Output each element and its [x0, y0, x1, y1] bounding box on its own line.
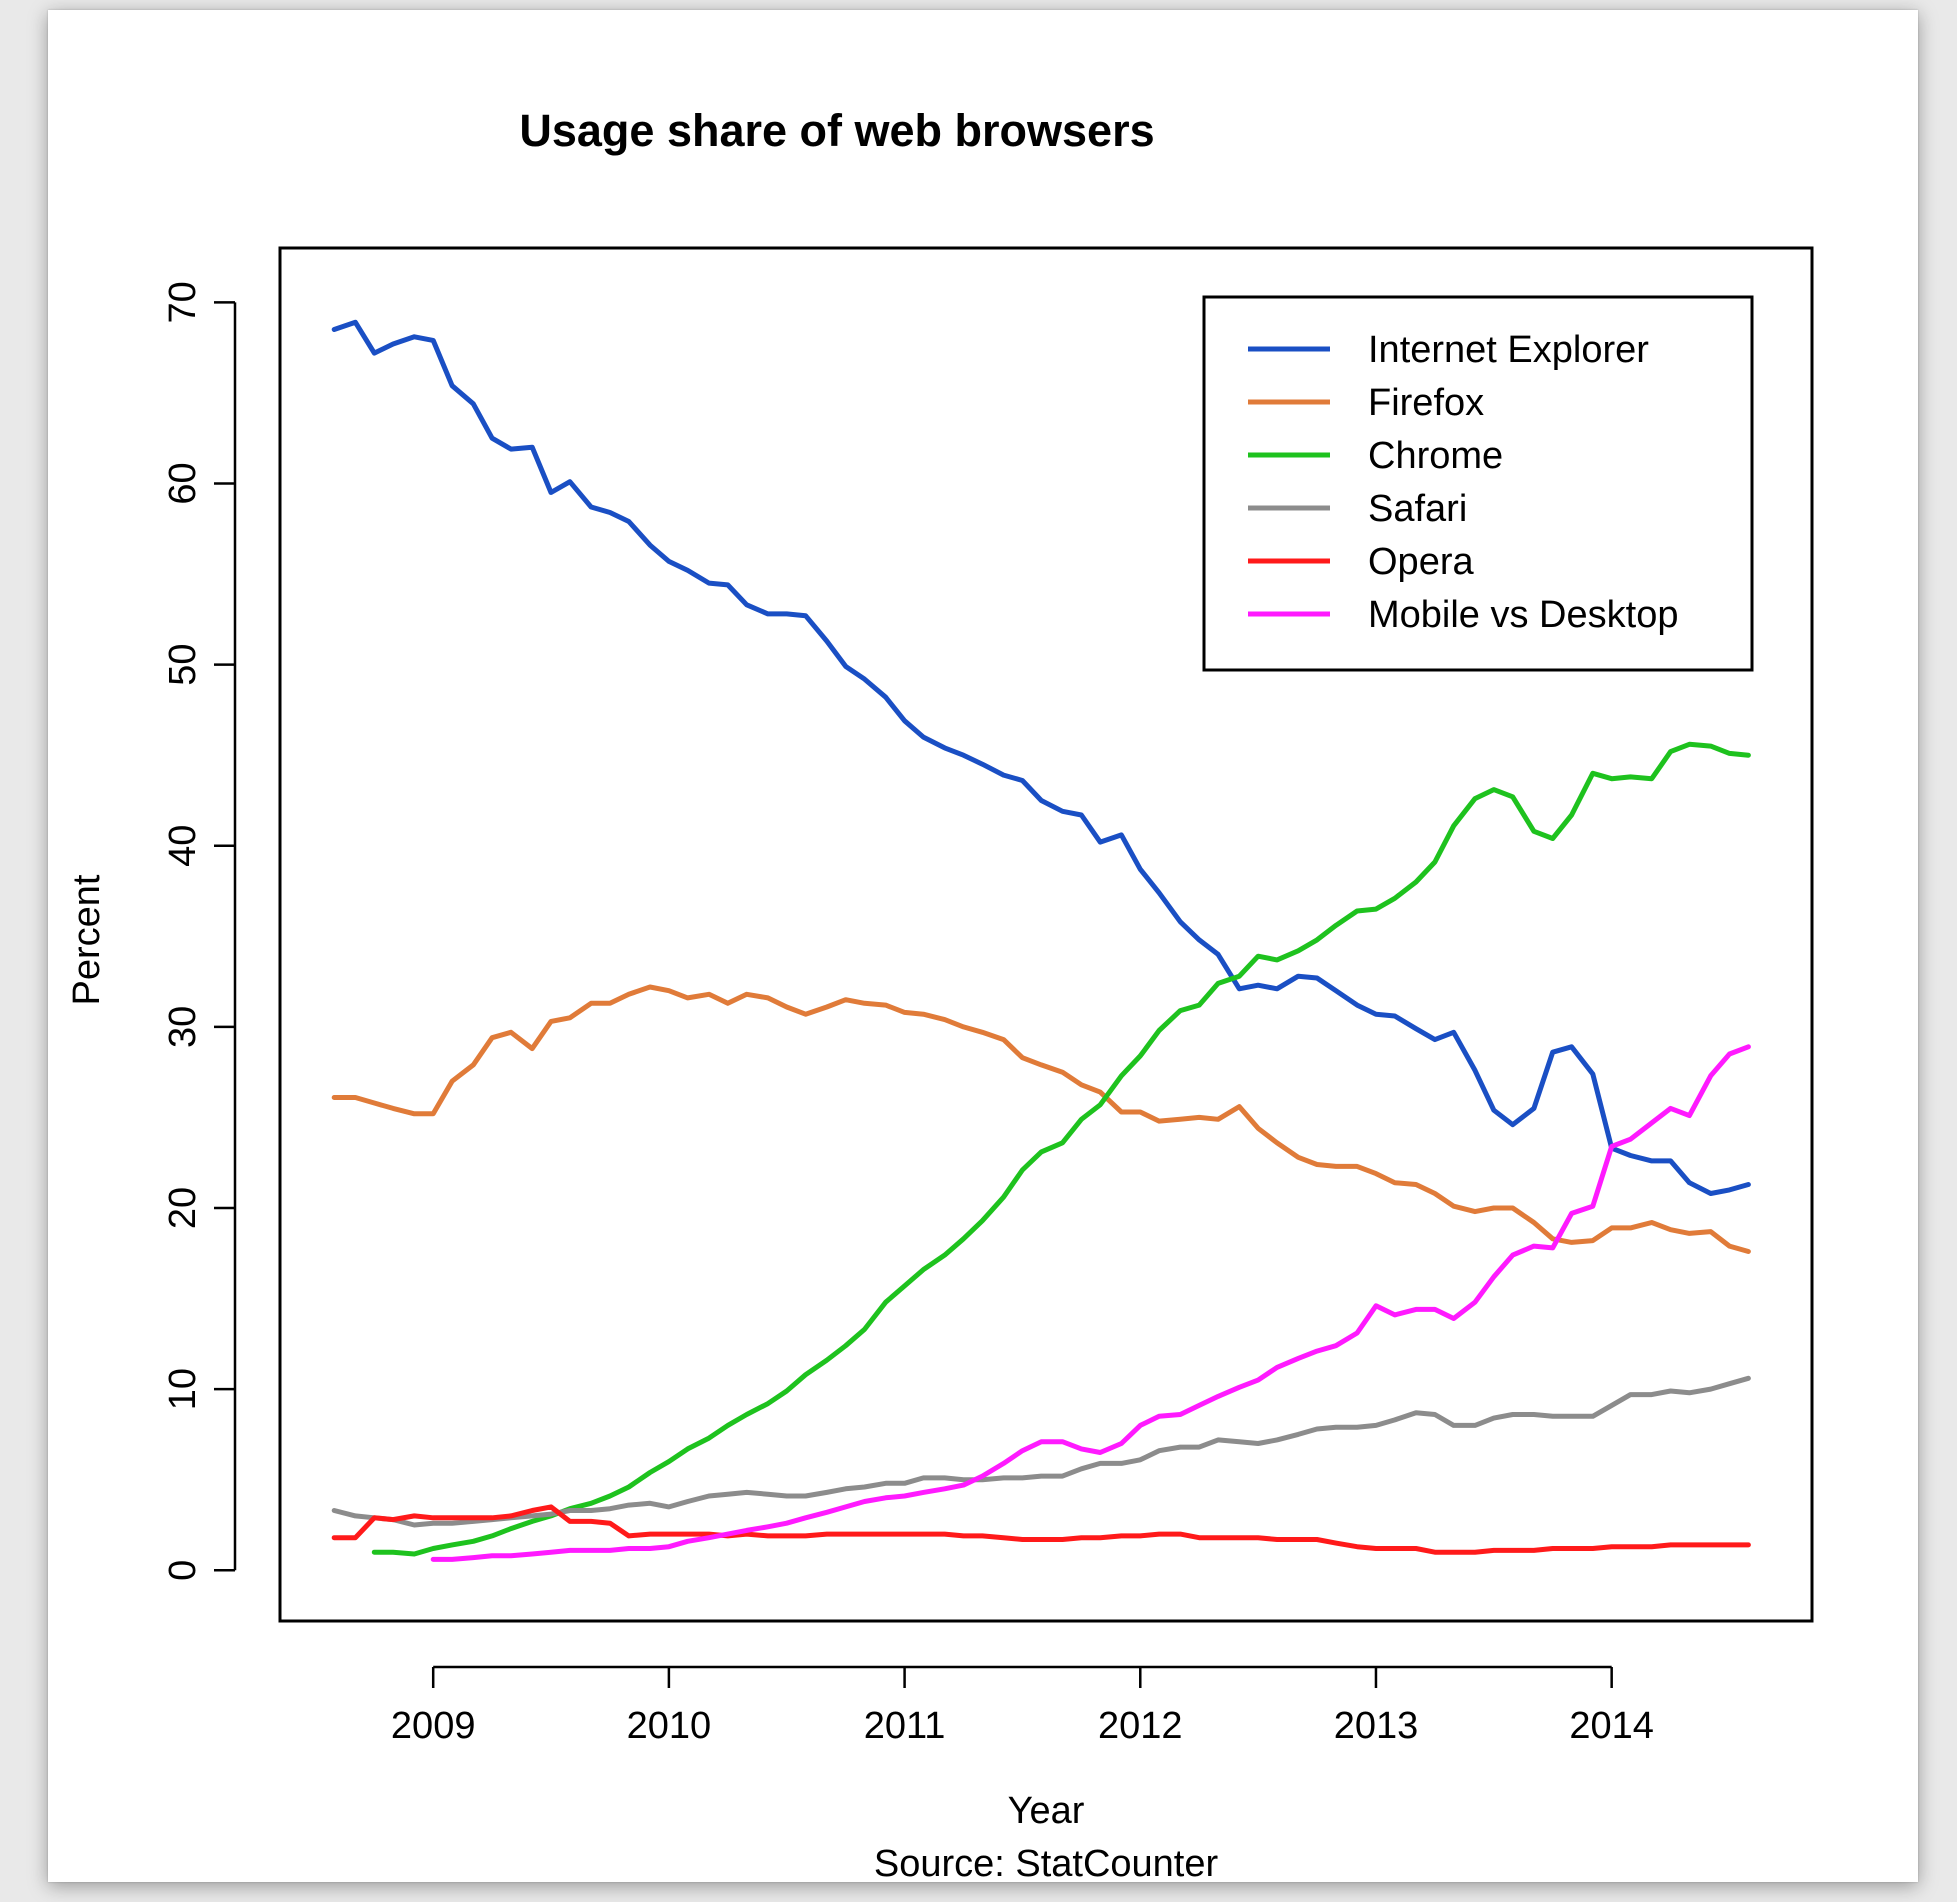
legend-label: Mobile vs Desktop [1368, 594, 1678, 636]
y-tick-label: 70 [162, 281, 204, 323]
y-tick-label: 40 [162, 825, 204, 867]
legend-label: Opera [1368, 541, 1474, 583]
y-tick-label: 0 [162, 1560, 204, 1581]
series-line-5 [331, 1504, 1751, 1555]
x-tick-label: 2012 [1098, 1705, 1183, 1747]
x-tick-label: 2011 [864, 1705, 946, 1747]
legend-box [1202, 295, 1754, 672]
y-tick-label: 30 [162, 1006, 204, 1048]
legend-label: Chrome [1368, 435, 1503, 477]
x-tick-label: 2010 [627, 1705, 712, 1747]
x-axis-label: Year [1008, 1790, 1085, 1832]
x-axis: 2009 2010 2011 2012 2013 2014 [391, 1665, 1654, 1747]
chart-card: Usage share of web browsers 0 10 20 30 40 50 6… [48, 10, 1918, 1882]
x-tick-label: 2014 [1569, 1705, 1654, 1747]
series-line-3 [371, 741, 1751, 1557]
y-tick-label: 10 [162, 1368, 204, 1410]
y-tick-label: 60 [162, 462, 204, 504]
series-lines [331, 319, 1751, 1562]
x-tick-label: 2009 [391, 1705, 476, 1747]
line-chart: Usage share of web browsers 0 10 20 30 40 50 6… [66, 105, 1814, 1882]
legend: Internet Explorer Firefox Chrome Safari Oper… [1202, 295, 1754, 672]
y-axis-label: Percent [66, 874, 108, 1005]
series-line-4 [331, 1375, 1751, 1528]
series-line-6 [430, 1044, 1751, 1562]
y-axis: 0 10 20 30 40 50 60 70 [162, 281, 237, 1581]
y-tick-label: 50 [162, 643, 204, 685]
legend-label: Safari [1368, 488, 1467, 530]
legend-label: Internet Explorer [1368, 329, 1649, 371]
chart-title: Usage share of web browsers [519, 105, 1154, 156]
series-line-2 [331, 984, 1751, 1254]
x-tick-label: 2013 [1334, 1705, 1419, 1747]
y-tick-label: 20 [162, 1187, 204, 1229]
plot-frame [278, 246, 1814, 1623]
source-caption: Source: StatCounter [874, 1843, 1219, 1882]
legend-label: Firefox [1368, 382, 1484, 424]
series-line-1 [331, 319, 1751, 1196]
